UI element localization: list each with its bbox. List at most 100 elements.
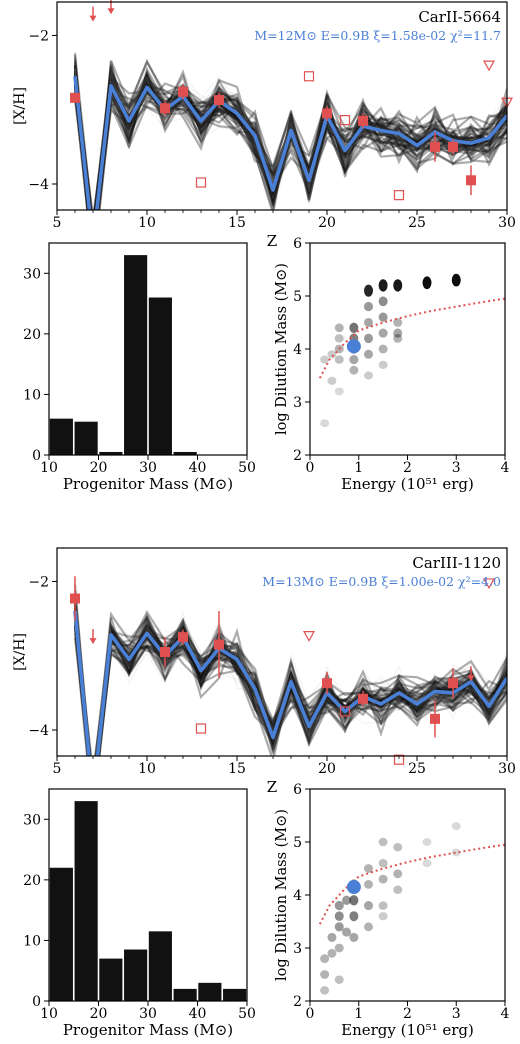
- x-tick-label: 15: [228, 761, 246, 777]
- x-tick-label: 10: [40, 1006, 58, 1022]
- sample-point: [349, 322, 359, 333]
- sample-point: [378, 901, 388, 910]
- model-ensemble-line: [74, 71, 507, 210]
- y-tick-label: 30: [23, 266, 41, 282]
- detection-marker: [358, 115, 368, 126]
- histogram-bar: [74, 801, 98, 1001]
- model-ensemble-line: [73, 604, 507, 756]
- model-ensemble-line: [74, 61, 507, 210]
- sample-point: [393, 334, 403, 343]
- sample-point: [364, 301, 373, 312]
- y-axis-label: [X/H]: [12, 87, 28, 125]
- x-tick-label: 20: [90, 460, 108, 476]
- x-tick-label: 1: [354, 460, 363, 476]
- sample-point: [378, 858, 388, 868]
- x-tick-label: 30: [498, 761, 516, 777]
- x-tick-label: 20: [90, 1006, 108, 1022]
- sample-point: [422, 838, 432, 846]
- sample-point: [393, 328, 403, 338]
- sample-point: [320, 986, 330, 995]
- open-square-marker: [303, 71, 315, 82]
- fit-parameters: M=12M⊙ E=0.9B ξ=1.58e-02 χ²=11.7: [254, 28, 501, 43]
- model-ensemble-line: [74, 66, 507, 210]
- histogram-bar: [49, 867, 73, 1001]
- x-tick-label: 10: [40, 460, 58, 476]
- histogram-bar: [148, 297, 172, 455]
- plot-area: [73, 51, 507, 210]
- x-tick-label: 10: [138, 761, 156, 777]
- model-ensemble-line: [73, 617, 507, 756]
- y-tick-label: −4: [28, 723, 49, 739]
- sample-point: [327, 932, 337, 942]
- dilution-limit-curve: [318, 297, 506, 379]
- x-tick-label: 3: [452, 1006, 461, 1022]
- detection-marker: [358, 693, 368, 704]
- y-axis-label: log Dilution Mass (M⊙): [274, 809, 290, 981]
- sample-point: [393, 869, 403, 879]
- sample-point: [334, 943, 344, 953]
- model-ensemble-line: [73, 54, 507, 210]
- detection-marker: [430, 141, 440, 152]
- open-triangle-marker: [302, 631, 316, 642]
- model-ensemble-line: [73, 611, 507, 756]
- y-tick-label: −2: [28, 28, 49, 44]
- model-ensemble-line: [74, 611, 507, 756]
- sample-point: [393, 279, 403, 292]
- detection-marker: [178, 86, 188, 97]
- y-tick-label: 2: [293, 994, 302, 1010]
- model-ensemble-line: [73, 613, 507, 756]
- y-tick-label: 20: [23, 327, 41, 343]
- sample-point: [334, 387, 344, 396]
- model-ensemble-line: [73, 57, 507, 210]
- model-ensemble-line: [74, 616, 507, 756]
- star-name: CarII-5664: [418, 8, 501, 26]
- y-tick-label: 0: [32, 994, 41, 1010]
- sample-point: [393, 885, 403, 894]
- model-ensemble-line: [74, 618, 507, 756]
- detection-marker: [448, 141, 458, 152]
- upper-limit-head: [107, 8, 115, 15]
- detection-marker: [430, 713, 440, 724]
- model-ensemble-line: [74, 69, 507, 210]
- x-tick-label: 50: [238, 460, 256, 476]
- model-ensemble-line: [73, 84, 507, 210]
- model-ensemble-line: [74, 607, 507, 756]
- x-axis-label: Z: [267, 232, 277, 250]
- model-ensemble-line: [73, 598, 507, 756]
- y-tick-label: 30: [23, 812, 41, 828]
- detection-marker: [178, 632, 188, 643]
- model-ensemble-line: [74, 80, 507, 210]
- sample-point: [320, 419, 330, 428]
- best-fit-point: [346, 339, 361, 354]
- sample-point: [451, 822, 461, 831]
- best-fit-point: [346, 880, 361, 895]
- open-square-marker: [195, 177, 207, 188]
- detection-marker: [70, 92, 80, 103]
- model-ensemble-line: [73, 611, 507, 756]
- model-ensemble-line: [74, 606, 507, 756]
- sample-point: [364, 317, 373, 328]
- sample-point: [334, 900, 344, 911]
- detection-marker: [214, 95, 224, 106]
- y-tick-label: −4: [28, 177, 49, 193]
- x-tick-label: 4: [501, 460, 510, 476]
- y-tick-label: 3: [293, 395, 302, 411]
- sample-point: [334, 355, 344, 364]
- histogram-bar: [99, 958, 123, 1001]
- y-axis-label: [X/H]: [12, 633, 28, 671]
- x-tick-label: 0: [306, 460, 315, 476]
- model-ensemble-line: [74, 610, 507, 756]
- histogram-bar: [124, 949, 148, 1001]
- y-tick-label: 0: [32, 448, 41, 464]
- x-tick-label: 5: [53, 215, 62, 231]
- x-tick-label: 50: [238, 1006, 256, 1022]
- model-ensemble-line: [73, 66, 507, 210]
- x-tick-label: 25: [408, 761, 426, 777]
- x-tick-label: 20: [318, 215, 336, 231]
- detection-marker: [70, 593, 80, 604]
- histogram-bar: [223, 988, 247, 1001]
- best-fit-line: [73, 610, 507, 756]
- model-ensemble-line: [73, 604, 507, 756]
- y-tick-label: 2: [293, 448, 302, 464]
- sample-point: [349, 365, 359, 375]
